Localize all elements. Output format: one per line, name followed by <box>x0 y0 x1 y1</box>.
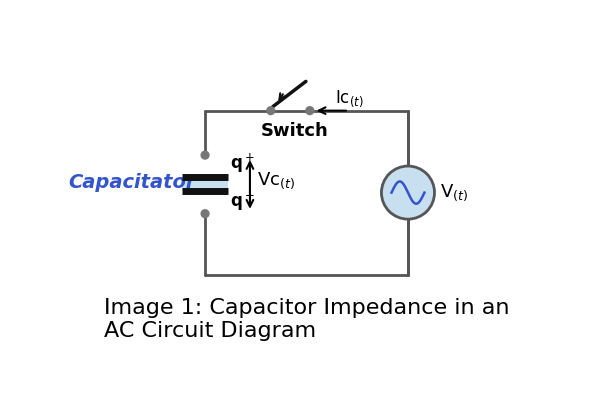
Text: Switch: Switch <box>260 122 328 140</box>
Circle shape <box>306 107 314 114</box>
Text: Vc$_{(t)}$: Vc$_{(t)}$ <box>257 170 295 191</box>
Circle shape <box>201 151 209 159</box>
Text: Image 1: Capacitor Impedance in an
AC Circuit Diagram: Image 1: Capacitor Impedance in an AC Ci… <box>104 298 509 341</box>
Circle shape <box>382 166 434 219</box>
Text: V$_{(t)}$: V$_{(t)}$ <box>440 182 469 203</box>
Circle shape <box>201 210 209 218</box>
Bar <box>182 177 227 191</box>
Circle shape <box>267 107 275 114</box>
Text: Capacitator: Capacitator <box>68 173 196 192</box>
Text: Ic$_{(t)}$: Ic$_{(t)}$ <box>335 89 364 109</box>
Text: q$^-$: q$^-$ <box>230 193 254 213</box>
Text: q$^+$: q$^+$ <box>230 152 254 175</box>
